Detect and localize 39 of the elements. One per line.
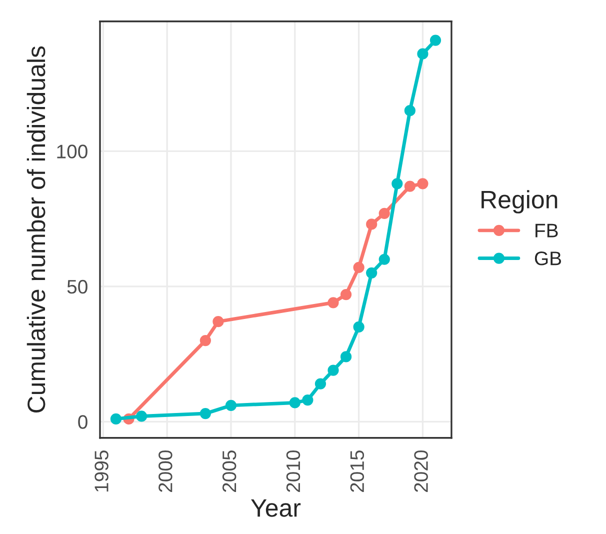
x-tick-label: 1995 (94, 450, 108, 492)
point (289, 397, 300, 408)
point (110, 413, 122, 425)
x-tick-label: 2015 (350, 450, 364, 492)
point (302, 394, 314, 406)
legend-label: FB (536, 224, 558, 238)
x-tick-label: 2005 (222, 450, 236, 492)
point (353, 321, 364, 333)
y-tick-label: 100 (57, 144, 88, 158)
point (200, 334, 211, 346)
point (404, 105, 416, 116)
y-axis-title: Cumulative number of individuals (26, 46, 46, 412)
point (212, 316, 224, 328)
point (353, 262, 364, 274)
y-tick-label: 0 (78, 415, 88, 429)
point (378, 208, 390, 219)
y-tick-label: 50 (67, 280, 88, 294)
point (366, 267, 378, 278)
legend-title: Region (482, 190, 558, 214)
x-tick-label: 2020 (414, 450, 428, 492)
legend-label: GB (534, 252, 562, 266)
point (328, 297, 339, 308)
point (417, 178, 428, 190)
x-axis-title: Year (251, 499, 301, 517)
point (430, 34, 442, 46)
point (392, 178, 403, 190)
point (404, 180, 416, 192)
point (314, 378, 326, 390)
point (328, 364, 339, 376)
point (340, 288, 352, 300)
point (417, 48, 428, 60)
point (378, 254, 390, 265)
point (200, 408, 211, 420)
point (225, 400, 237, 411)
point (136, 410, 148, 422)
point (340, 351, 352, 362)
point (366, 218, 378, 230)
x-tick-label: 2000 (158, 450, 172, 492)
x-tick-label: 2010 (286, 450, 300, 492)
